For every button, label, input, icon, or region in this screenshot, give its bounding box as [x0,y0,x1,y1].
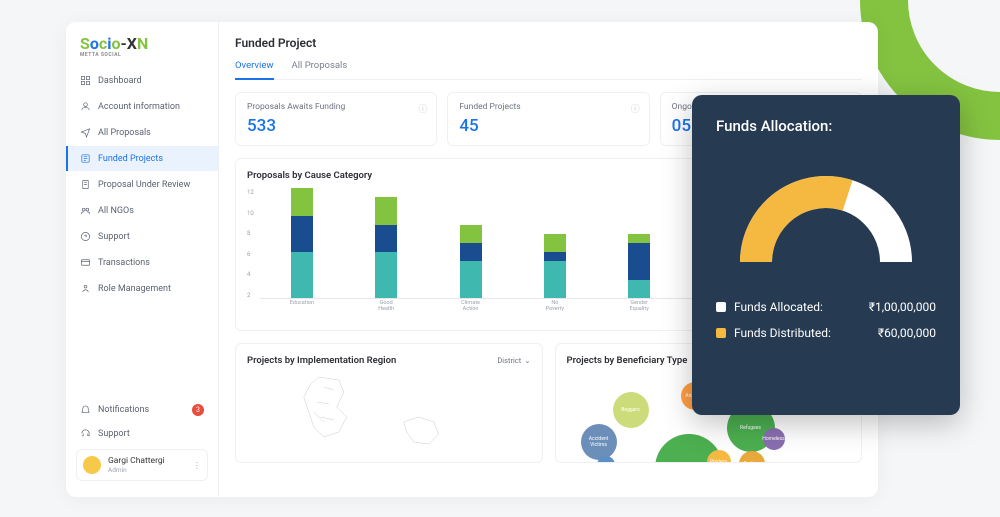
notifications-badge: 3 [192,404,204,416]
region-title: Projects by Implementation Region [247,355,396,366]
bar[interactable] [289,188,315,298]
legend-square-allocated [716,302,726,312]
ngos-icon [80,205,91,216]
user-role: Admin [108,466,165,474]
notifications-link[interactable]: Notifications 3 [76,398,208,422]
headset-icon [80,428,91,439]
bar[interactable] [542,234,568,298]
sidebar-bottom: Notifications 3 Support Gargi Chattergi … [66,398,218,485]
user-name: Gargi Chattergi [108,456,165,466]
funds-title: Funds Allocation: [716,117,936,135]
legend-distributed-label: Funds Distributed: [734,326,831,340]
bubble[interactable]: Orphan [739,451,765,463]
nav-item-dashboard[interactable]: Dashboard [66,68,218,93]
bell-icon [80,405,91,416]
roles-icon [80,283,91,294]
legend-square-distributed [716,328,726,338]
map-placeholder [247,372,531,452]
bubble[interactable]: Beggars [613,392,649,428]
user-card[interactable]: Gargi Chattergi Admin ⋮ [76,449,208,481]
account-icon [80,101,91,112]
support-link[interactable]: Support [76,422,208,445]
bar[interactable] [373,197,399,298]
avatar [83,456,101,474]
nav-item-account[interactable]: Account information [66,94,218,119]
info-icon[interactable]: ⓘ [418,102,427,115]
tabs: Overview All Proposals [235,60,862,80]
funded-icon [80,153,91,164]
review-icon [80,179,91,190]
gauge [716,157,936,272]
nav-item-ngos[interactable]: All NGOs [66,198,218,223]
nav-item-support[interactable]: Support [66,224,218,249]
tab-overview[interactable]: Overview [235,60,274,80]
page-title: Funded Project [235,36,862,50]
legend-allocated: Funds Allocated: ₹1,00,00,000 [716,300,936,314]
stat-card: ⓘFunded Projects45 [447,92,649,146]
bar[interactable] [626,234,652,298]
region-panel: Projects by Implementation Region Distri… [235,343,543,463]
bubble[interactable]: Accident Victims [581,424,617,460]
proposals-icon [80,127,91,138]
district-dropdown[interactable]: District ⌄ [497,356,530,365]
brand-logo: Socio-XN METTA SOCIAL [66,34,218,68]
nav-item-proposals[interactable]: All Proposals [66,120,218,145]
sidebar: Socio-XN METTA SOCIAL DashboardAccount i… [66,22,219,497]
legend-distributed: Funds Distributed: ₹60,00,000 [716,326,936,340]
nav-item-funded[interactable]: Funded Projects [66,146,218,171]
nav-item-review[interactable]: Proposal Under Review [66,172,218,197]
support-icon [80,231,91,242]
legend-distributed-value: ₹60,00,000 [878,326,936,340]
nav-item-transactions[interactable]: Transactions [66,250,218,275]
chevron-down-icon: ⌄ [524,356,530,365]
nav-item-roles[interactable]: Role Management [66,276,218,301]
nav: DashboardAccount informationAll Proposal… [66,68,218,301]
bubble[interactable]: Homeless [763,428,785,450]
tab-all-proposals[interactable]: All Proposals [292,60,348,79]
dashboard-icon [80,75,91,86]
stat-card: ⓘProposals Awaits Funding533 [235,92,437,146]
legend-allocated-value: ₹1,00,00,000 [869,300,936,314]
transactions-icon [80,257,91,268]
legend-allocated-label: Funds Allocated: [734,300,823,314]
kebab-icon: ⋮ [193,461,201,470]
info-icon[interactable]: ⓘ [631,102,640,115]
support-label: Support [98,429,130,439]
y-axis: 12108642 [247,189,260,299]
funds-allocation-card: Funds Allocation: Funds Allocated: ₹1,00… [692,95,960,415]
bar[interactable] [458,225,484,298]
notifications-label: Notifications [98,405,149,415]
